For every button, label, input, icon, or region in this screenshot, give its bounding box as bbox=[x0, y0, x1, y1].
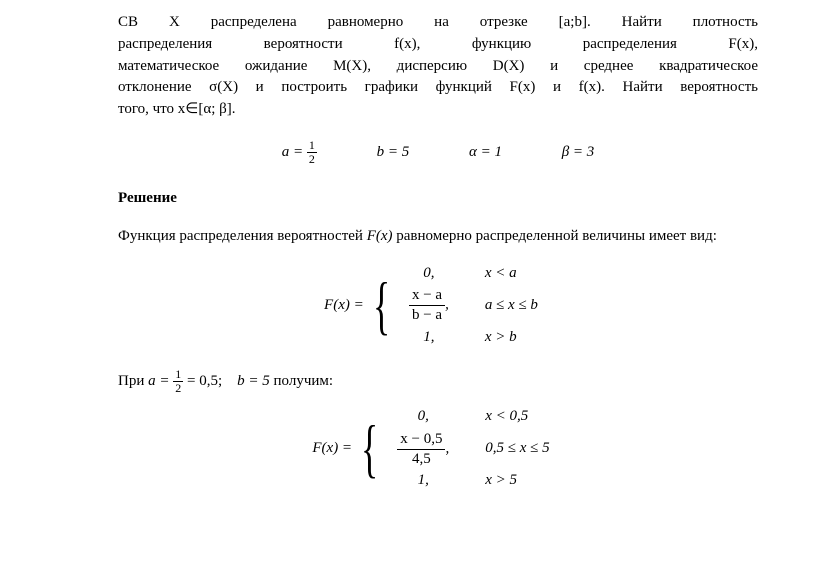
piecewise-body: 0, x < a x − a b − a , a ≤ x ≤ b 1, x > … bbox=[395, 262, 552, 350]
pw-value: 1, bbox=[383, 469, 463, 493]
problem-line: отклонение σ(X) и построить графики функ… bbox=[118, 77, 758, 99]
pw-condition: x > b bbox=[463, 326, 552, 350]
param-alpha: α = 1 bbox=[469, 142, 502, 164]
numerator: 1 bbox=[173, 368, 183, 382]
text: равномерно распределенной величины имеет… bbox=[393, 228, 717, 244]
text: a = bbox=[148, 373, 173, 389]
pw-value: 0, bbox=[395, 262, 463, 286]
param-b: b = 5 bbox=[377, 142, 410, 164]
text: При bbox=[118, 373, 148, 389]
problem-line: того, что x∈[α; β]. bbox=[118, 99, 758, 121]
piecewise-function-1: F(x) = { 0, x < a x − a b − a , a ≤ x ≤ … bbox=[118, 262, 758, 350]
parameter-row: a = 1 2 b = 5 α = 1 β = 3 bbox=[118, 139, 758, 166]
numerator: x − 0,5 bbox=[397, 430, 445, 450]
denominator: 2 bbox=[307, 153, 317, 166]
pw-condition: x < 0,5 bbox=[463, 405, 563, 429]
solution-heading: Решение bbox=[118, 188, 758, 210]
text: , bbox=[445, 297, 449, 313]
fraction: x − a b − a bbox=[409, 286, 445, 325]
denominator: 2 bbox=[173, 382, 183, 395]
problem-line: СВ X распределена равномерно на отрезке … bbox=[118, 12, 758, 34]
problem-line: распределения вероятности f(x), функцию … bbox=[118, 34, 758, 56]
param-beta: β = 3 bbox=[562, 142, 595, 164]
text: , bbox=[445, 440, 449, 456]
text: = 0,5; bbox=[183, 373, 222, 389]
pw-value: x − 0,5 4,5 , bbox=[383, 429, 463, 470]
piecewise-function-2: F(x) = { 0, x < 0,5 x − 0,5 4,5 , 0,5 ≤ … bbox=[118, 405, 758, 493]
pw-value: 1, bbox=[395, 326, 463, 350]
numerator: 1 bbox=[307, 139, 317, 153]
text: F(x) bbox=[367, 228, 393, 244]
fraction: 1 2 bbox=[173, 368, 183, 395]
fraction: x − 0,5 4,5 bbox=[397, 430, 445, 469]
pw-condition: x > 5 bbox=[463, 469, 563, 493]
denominator: 4,5 bbox=[397, 450, 445, 469]
function-label: F(x) = bbox=[324, 295, 364, 317]
substitution-line: При a = 1 2 = 0,5; b = 5 получим: bbox=[118, 368, 758, 395]
denominator: b − a bbox=[409, 306, 445, 325]
brace-icon: { bbox=[361, 419, 378, 479]
text: того, что x bbox=[118, 101, 185, 117]
pw-condition: 0,5 ≤ x ≤ 5 bbox=[463, 429, 563, 470]
pw-value: 0, bbox=[383, 405, 463, 429]
piecewise-body: 0, x < 0,5 x − 0,5 4,5 , 0,5 ≤ x ≤ 5 1, … bbox=[383, 405, 563, 493]
numerator: x − a bbox=[409, 286, 445, 306]
intro-paragraph: Функция распределения вероятностей F(x) … bbox=[118, 226, 758, 248]
fraction: 1 2 bbox=[307, 139, 317, 166]
text: Функция распределения вероятностей bbox=[118, 228, 367, 244]
function-label: F(x) = bbox=[312, 438, 352, 460]
pw-value: x − a b − a , bbox=[395, 285, 463, 326]
param-a: a = 1 2 bbox=[282, 139, 317, 166]
brace-icon: { bbox=[373, 276, 390, 336]
text: b = 5 bbox=[237, 373, 270, 389]
text: ∈[α; β]. bbox=[185, 101, 235, 117]
pw-condition: x < a bbox=[463, 262, 552, 286]
text: получим: bbox=[270, 373, 333, 389]
pw-condition: a ≤ x ≤ b bbox=[463, 285, 552, 326]
label: a = bbox=[282, 144, 303, 160]
problem-statement: СВ X распределена равномерно на отрезке … bbox=[118, 12, 758, 121]
problem-line: математическое ожидание M(X), дисперсию … bbox=[118, 56, 758, 78]
